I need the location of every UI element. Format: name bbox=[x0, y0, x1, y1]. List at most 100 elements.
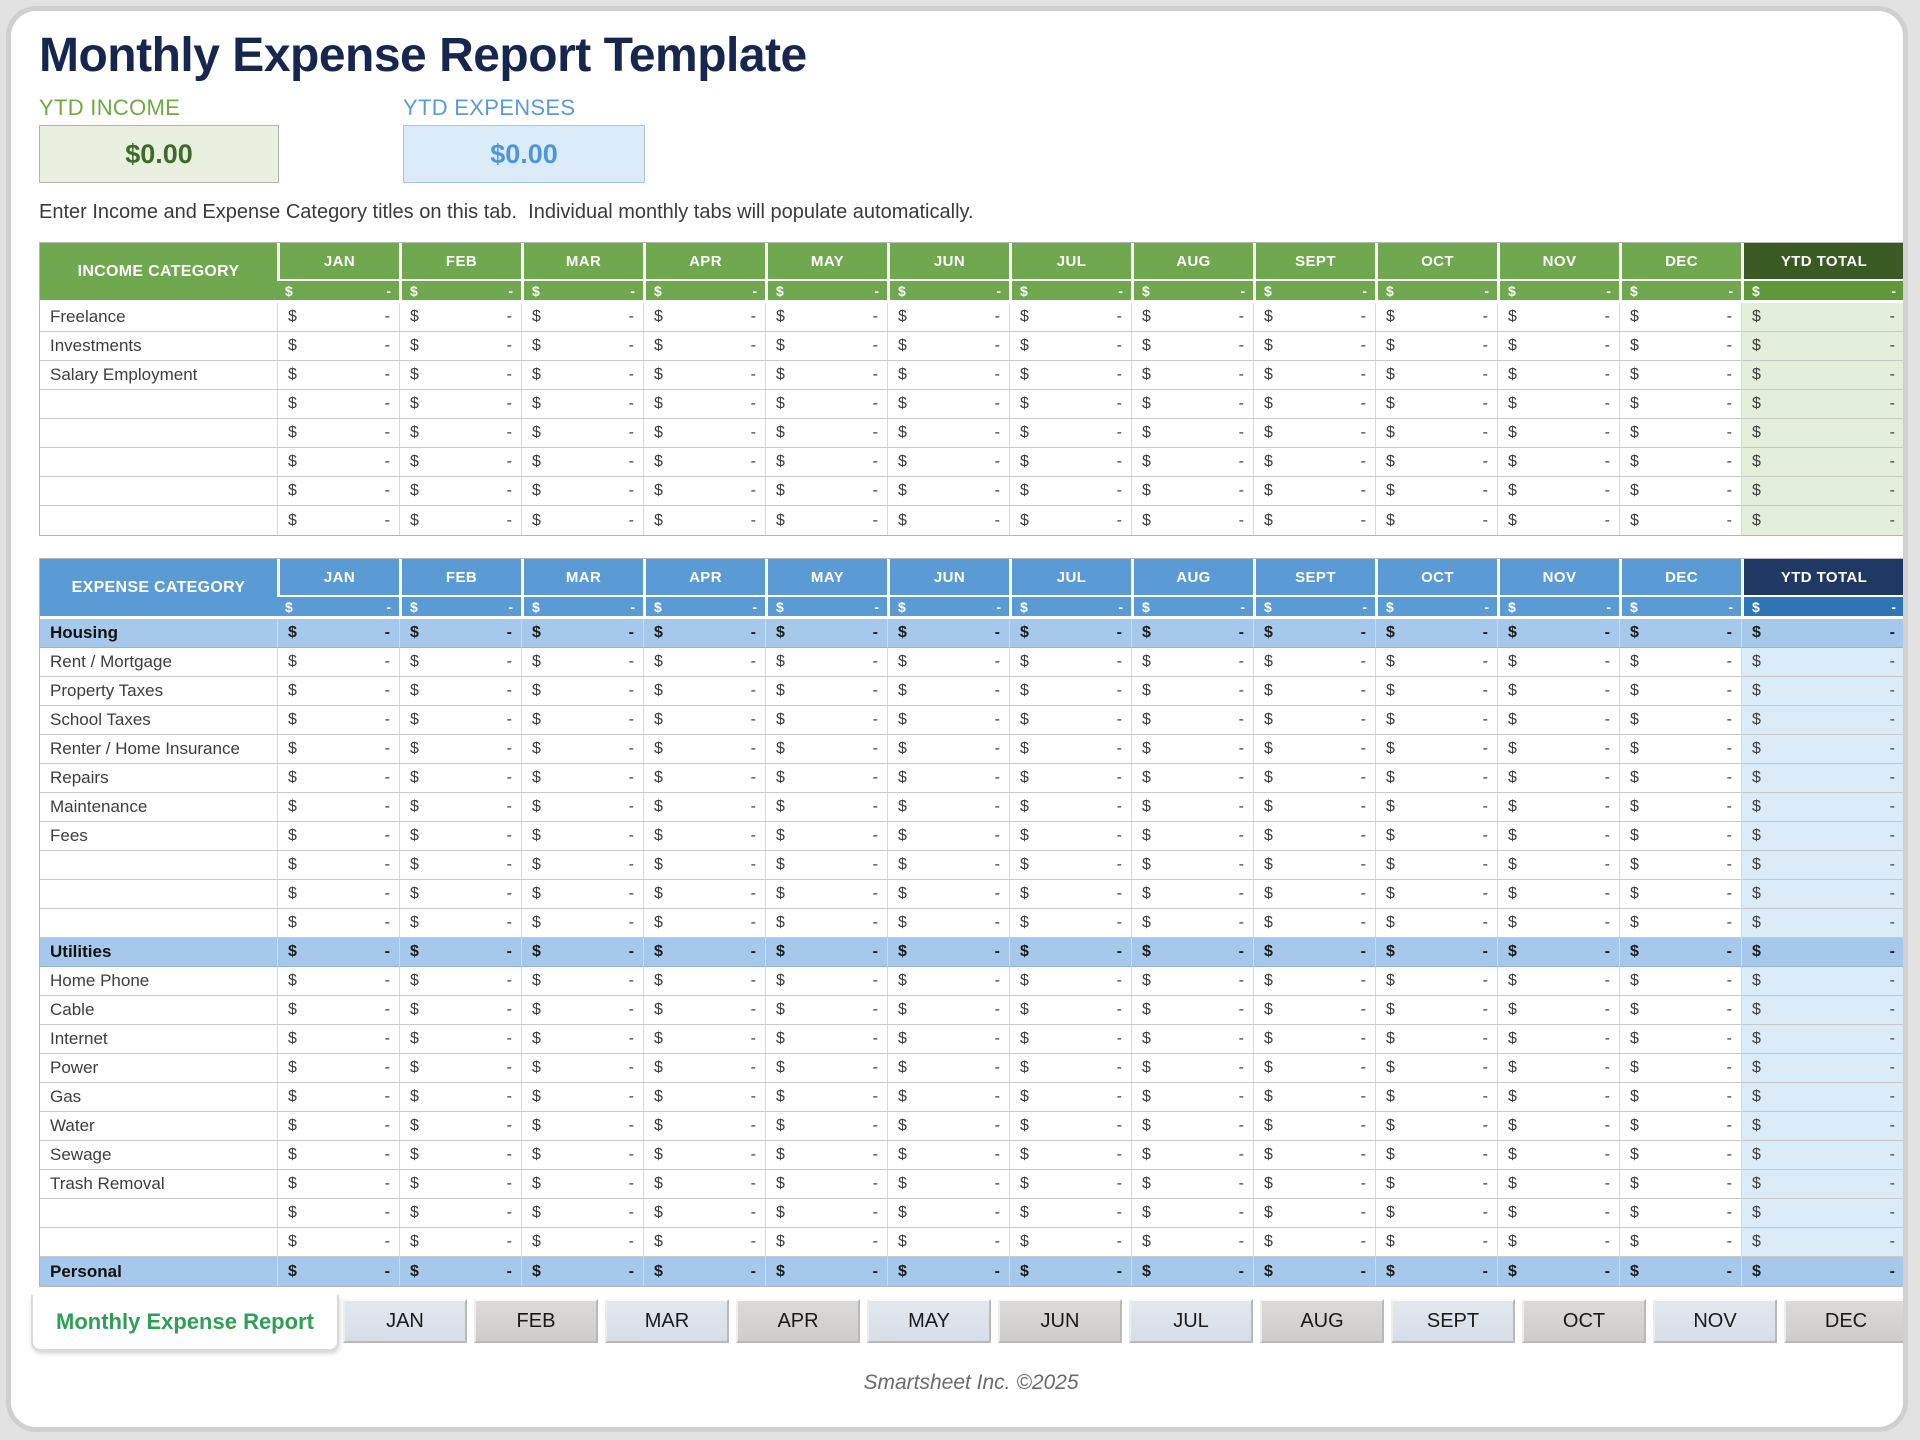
amount-cell[interactable]: $ - bbox=[277, 390, 399, 420]
amount-cell[interactable]: $ - bbox=[1497, 361, 1619, 391]
amount-cell[interactable]: $ - bbox=[399, 332, 521, 362]
amount-cell[interactable]: $ - bbox=[1131, 706, 1253, 736]
section-cell[interactable]: Personal bbox=[40, 1257, 277, 1287]
amount-cell[interactable]: $ - bbox=[643, 880, 765, 910]
amount-cell[interactable]: $ - bbox=[1375, 1170, 1497, 1200]
amount-cell[interactable]: $ - bbox=[1009, 735, 1131, 765]
amount-cell[interactable]: $ - bbox=[399, 506, 521, 536]
amount-cell[interactable]: $ - bbox=[277, 706, 399, 736]
amount-cell[interactable]: $ - bbox=[1497, 390, 1619, 420]
category-cell[interactable]: Property Taxes bbox=[40, 677, 277, 707]
amount-cell[interactable]: $ - bbox=[277, 1112, 399, 1142]
amount-cell[interactable]: $ - bbox=[1619, 1025, 1741, 1055]
amount-cell[interactable]: $ - bbox=[1131, 735, 1253, 765]
amount-cell[interactable]: $ - bbox=[643, 332, 765, 362]
amount-cell[interactable]: $ - bbox=[277, 1025, 399, 1055]
amount-cell[interactable]: $ - bbox=[1375, 677, 1497, 707]
amount-cell[interactable]: $ - bbox=[1009, 332, 1131, 362]
amount-cell[interactable]: $ - bbox=[1009, 851, 1131, 881]
amount-cell[interactable]: $ - bbox=[521, 706, 643, 736]
amount-cell[interactable]: $ - bbox=[887, 1228, 1009, 1258]
amount-cell[interactable]: $ - bbox=[765, 1170, 887, 1200]
amount-cell[interactable]: $ - bbox=[1741, 477, 1903, 507]
amount-cell[interactable]: $ - bbox=[887, 880, 1009, 910]
amount-cell[interactable]: $ - bbox=[1497, 332, 1619, 362]
amount-cell[interactable]: $ - bbox=[887, 706, 1009, 736]
amount-cell[interactable]: $ - bbox=[399, 448, 521, 478]
amount-cell[interactable]: $ - bbox=[1741, 909, 1903, 939]
amount-cell[interactable]: $ - bbox=[521, 619, 643, 649]
amount-cell[interactable]: $ - bbox=[521, 764, 643, 794]
amount-cell[interactable]: $ - bbox=[643, 648, 765, 678]
amount-cell[interactable]: $ - bbox=[399, 967, 521, 997]
amount-cell[interactable]: $ - bbox=[1497, 996, 1619, 1026]
amount-cell[interactable]: $ - bbox=[887, 303, 1009, 333]
amount-cell[interactable]: $ - bbox=[1375, 1054, 1497, 1084]
amount-cell[interactable]: $ - bbox=[1009, 880, 1131, 910]
amount-cell[interactable]: $ - bbox=[643, 851, 765, 881]
amount-cell[interactable]: $ - bbox=[1375, 735, 1497, 765]
amount-cell[interactable]: $ - bbox=[1741, 1199, 1903, 1229]
amount-cell[interactable]: $ - bbox=[887, 822, 1009, 852]
amount-cell[interactable]: $ - bbox=[1253, 1054, 1375, 1084]
amount-cell[interactable]: $ - bbox=[1009, 1228, 1131, 1258]
amount-cell[interactable]: $ - bbox=[765, 390, 887, 420]
amount-cell[interactable]: $ - bbox=[1741, 851, 1903, 881]
amount-cell[interactable]: $ - bbox=[399, 1112, 521, 1142]
amount-cell[interactable]: $ - bbox=[521, 996, 643, 1026]
amount-cell[interactable]: $ - bbox=[765, 448, 887, 478]
amount-cell[interactable]: $ - bbox=[1619, 1170, 1741, 1200]
amount-cell[interactable]: $ - bbox=[1741, 1257, 1903, 1287]
category-cell[interactable]: Home Phone bbox=[40, 967, 277, 997]
amount-cell[interactable]: $ - bbox=[1253, 648, 1375, 678]
amount-cell[interactable]: $ - bbox=[1131, 880, 1253, 910]
sheet-tab-apr[interactable]: APR bbox=[736, 1299, 860, 1344]
sheet-tab-oct[interactable]: OCT bbox=[1522, 1299, 1646, 1344]
amount-cell[interactable]: $ - bbox=[1741, 1025, 1903, 1055]
amount-cell[interactable]: $ - bbox=[1009, 448, 1131, 478]
amount-cell[interactable]: $ - bbox=[277, 793, 399, 823]
amount-cell[interactable]: $ - bbox=[399, 1025, 521, 1055]
amount-cell[interactable]: $ - bbox=[887, 1170, 1009, 1200]
amount-cell[interactable]: $ - bbox=[1009, 361, 1131, 391]
amount-cell[interactable]: $ - bbox=[1497, 851, 1619, 881]
amount-cell[interactable]: $ - bbox=[1253, 822, 1375, 852]
amount-cell[interactable]: $ - bbox=[1619, 938, 1741, 968]
amount-cell[interactable]: $ - bbox=[1375, 361, 1497, 391]
amount-cell[interactable]: $ - bbox=[277, 938, 399, 968]
amount-cell[interactable]: $ - bbox=[277, 1257, 399, 1287]
amount-cell[interactable]: $ - bbox=[399, 419, 521, 449]
amount-cell[interactable]: $ - bbox=[643, 706, 765, 736]
amount-cell[interactable]: $ - bbox=[399, 764, 521, 794]
amount-cell[interactable]: $ - bbox=[1497, 1054, 1619, 1084]
amount-cell[interactable]: $ - bbox=[887, 506, 1009, 536]
amount-cell[interactable]: $ - bbox=[1497, 909, 1619, 939]
category-cell[interactable]: Trash Removal bbox=[40, 1170, 277, 1200]
amount-cell[interactable]: $ - bbox=[1619, 764, 1741, 794]
amount-cell[interactable]: $ - bbox=[1619, 1199, 1741, 1229]
category-cell[interactable] bbox=[40, 1199, 277, 1229]
amount-cell[interactable]: $ - bbox=[1497, 1083, 1619, 1113]
category-cell[interactable]: Freelance bbox=[40, 303, 277, 333]
amount-cell[interactable]: $ - bbox=[277, 332, 399, 362]
amount-cell[interactable]: $ - bbox=[765, 880, 887, 910]
amount-cell[interactable]: $ - bbox=[521, 880, 643, 910]
amount-cell[interactable]: $ - bbox=[765, 1025, 887, 1055]
amount-cell[interactable]: $ - bbox=[1131, 1257, 1253, 1287]
amount-cell[interactable]: $ - bbox=[521, 793, 643, 823]
amount-cell[interactable]: $ - bbox=[1131, 332, 1253, 362]
amount-cell[interactable]: $ - bbox=[521, 477, 643, 507]
amount-cell[interactable]: $ - bbox=[1253, 1141, 1375, 1171]
amount-cell[interactable]: $ - bbox=[521, 303, 643, 333]
amount-cell[interactable]: $ - bbox=[399, 938, 521, 968]
amount-cell[interactable]: $ - bbox=[1497, 303, 1619, 333]
amount-cell[interactable]: $ - bbox=[1497, 1257, 1619, 1287]
amount-cell[interactable]: $ - bbox=[1375, 1199, 1497, 1229]
amount-cell[interactable]: $ - bbox=[765, 677, 887, 707]
amount-cell[interactable]: $ - bbox=[399, 996, 521, 1026]
amount-cell[interactable]: $ - bbox=[1253, 419, 1375, 449]
amount-cell[interactable]: $ - bbox=[521, 648, 643, 678]
amount-cell[interactable]: $ - bbox=[399, 909, 521, 939]
amount-cell[interactable]: $ - bbox=[765, 332, 887, 362]
amount-cell[interactable]: $ - bbox=[1375, 1083, 1497, 1113]
